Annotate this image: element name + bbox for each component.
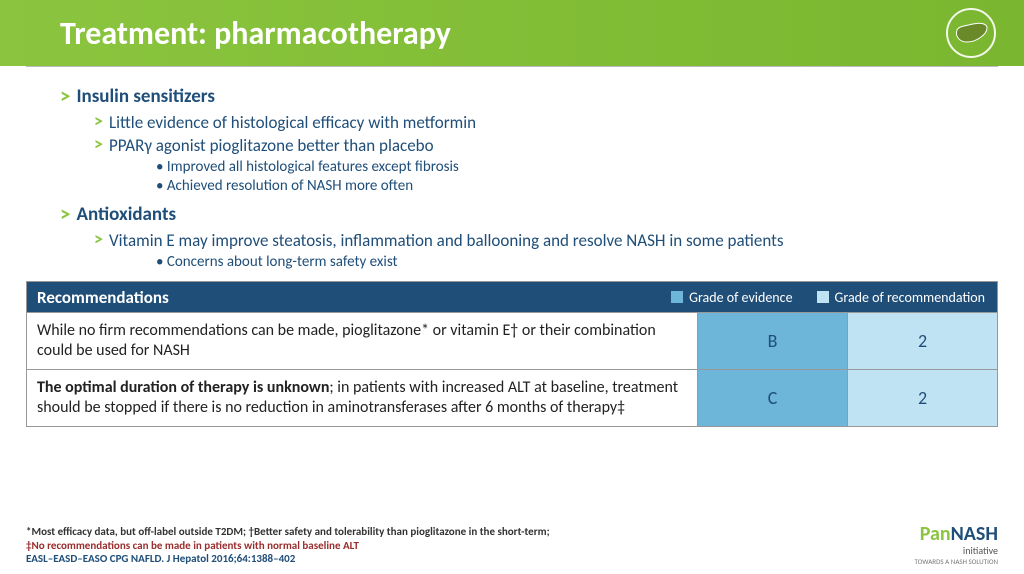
chevron-icon: > (94, 112, 103, 130)
bullet-list: > Vitamin E may improve steatosis, inflam… (94, 230, 964, 271)
rec-square-icon (817, 291, 829, 303)
title-bar: Treatment: pharmacotherapy (0, 0, 1024, 66)
brand-logo: PanNASH initiative TOWARDS A NASH SOLUTI… (915, 522, 998, 566)
th-rec-label: Grade of recommendation (835, 289, 985, 306)
table-header: Recommendations Grade of evidence Grade … (27, 282, 997, 312)
bullet-list: > Little evidence of histological efficac… (94, 112, 964, 195)
sub-list-item: Improved all histological features excep… (156, 158, 964, 176)
section-heading-text: Insulin sensitizers (76, 85, 214, 108)
th-evidence: Grade of evidence (659, 289, 804, 306)
th-evidence-label: Grade of evidence (689, 289, 792, 306)
table-row: The optimal duration of therapy is unkno… (27, 369, 997, 426)
sub-list: Concerns about long-term safety exist (156, 253, 964, 271)
table-row: While no firm recommendations can be mad… (27, 312, 997, 369)
section-heading: > Insulin sensitizers (60, 85, 964, 108)
list-item-text: Vitamin E may improve steatosis, inflamm… (109, 230, 784, 251)
content-area: > Insulin sensitizers > Little evidence of … (0, 67, 1024, 271)
row-recommendation: 2 (847, 370, 997, 426)
row-text: The optimal duration of therapy is unkno… (27, 370, 697, 426)
liver-logo-icon (946, 8, 996, 58)
list-item: > Vitamin E may improve steatosis, inflam… (94, 230, 964, 251)
slide-title: Treatment: pharmacotherapy (60, 14, 451, 53)
sub-list-item: Achieved resolution of NASH more often (156, 177, 964, 195)
row-text: While no firm recommendations can be mad… (27, 313, 697, 369)
brand-name: PanNASH (915, 522, 998, 546)
row-recommendation: 2 (847, 313, 997, 369)
list-item-text: Little evidence of histological efficacy… (109, 112, 476, 133)
footnote-1: *Most efficacy data, but off-label outsi… (26, 525, 854, 539)
section-heading-text: Antioxidants (76, 203, 176, 226)
brand-pan: Pan (920, 522, 951, 546)
section-heading: > Antioxidants (60, 203, 964, 226)
evidence-square-icon (671, 291, 683, 303)
brand-nash: NASH (951, 522, 998, 546)
sub-list-item: Concerns about long-term safety exist (156, 253, 964, 271)
sub-list: Improved all histological features excep… (156, 158, 964, 195)
brand-tagline: TOWARDS A NASH SOLUTION (915, 557, 998, 566)
th-recommendation: Grade of recommendation (805, 289, 997, 306)
chevron-icon: > (94, 230, 103, 248)
th-recommendations: Recommendations (27, 287, 659, 308)
list-item-text: PPARγ agonist pioglitazone better than p… (109, 135, 434, 156)
chevron-icon: > (94, 135, 103, 153)
list-item: > PPARγ agonist pioglitazone better than … (94, 135, 964, 156)
citation: EASL–EASD–EASO CPG NAFLD. J Hepatol 2016… (26, 552, 854, 566)
list-item: > Little evidence of histological efficac… (94, 112, 964, 133)
footnotes: *Most efficacy data, but off-label outsi… (26, 525, 854, 566)
chevron-icon: > (60, 86, 70, 107)
recommendations-table: Recommendations Grade of evidence Grade … (26, 281, 998, 427)
chevron-icon: > (60, 204, 70, 225)
row-evidence: B (697, 313, 847, 369)
footnote-2: ‡No recommendations can be made in patie… (26, 539, 854, 553)
row-evidence: C (697, 370, 847, 426)
